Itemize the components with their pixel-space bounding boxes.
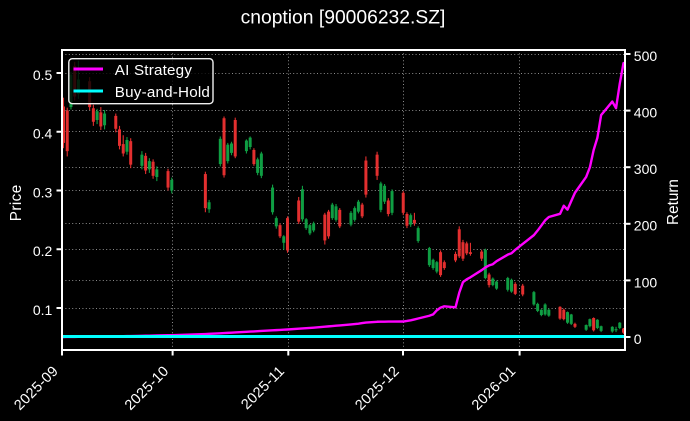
svg-text:0.2: 0.2 <box>33 243 53 259</box>
svg-text:cnoption [90006232.SZ]: cnoption [90006232.SZ] <box>241 8 446 29</box>
svg-text:Price: Price <box>8 184 25 221</box>
svg-text:AI Strategy: AI Strategy <box>115 62 193 79</box>
svg-text:Buy-and-Hold: Buy-and-Hold <box>115 84 210 101</box>
svg-text:0.4: 0.4 <box>33 126 53 142</box>
svg-text:100: 100 <box>634 274 658 290</box>
svg-text:0.1: 0.1 <box>33 302 53 318</box>
svg-text:0: 0 <box>634 331 642 347</box>
svg-text:500: 500 <box>634 48 658 64</box>
svg-text:Return: Return <box>665 179 682 225</box>
svg-text:0.5: 0.5 <box>33 67 53 83</box>
svg-text:400: 400 <box>634 105 658 121</box>
svg-text:300: 300 <box>634 161 658 177</box>
svg-text:0.3: 0.3 <box>33 184 53 200</box>
svg-text:200: 200 <box>634 218 658 234</box>
